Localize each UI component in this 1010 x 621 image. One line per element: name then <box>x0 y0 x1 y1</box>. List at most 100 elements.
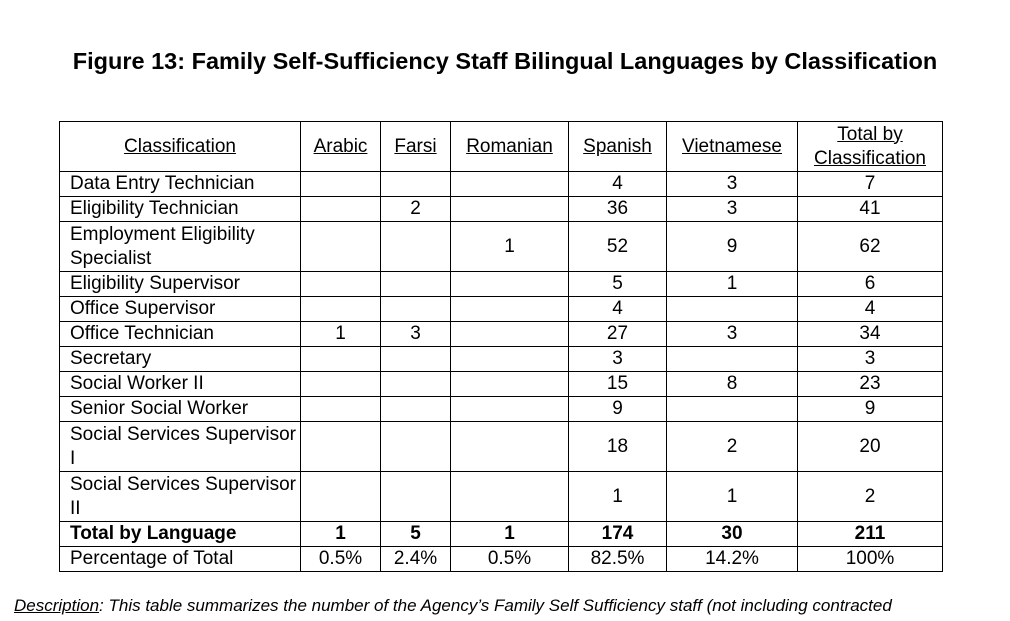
value-cell: 1 <box>666 471 798 522</box>
value-cell: 7 <box>797 171 943 197</box>
value-cell: 9 <box>666 221 798 272</box>
value-cell <box>300 196 381 222</box>
row-label-cell: Senior Social Worker <box>59 396 301 422</box>
header-arabic: Arabic <box>300 121 381 172</box>
header-total-by-classification: Total by Classification <box>797 121 943 172</box>
value-cell <box>450 321 569 347</box>
row-label-cell: Percentage of Total <box>59 546 301 572</box>
value-cell: 4 <box>797 296 943 322</box>
row-label-cell: Employment Eligibility Specialist <box>59 221 301 272</box>
value-cell <box>380 421 451 472</box>
table-row: Eligibility Supervisor 5 1 6 <box>59 271 943 297</box>
value-cell: 100% <box>797 546 943 572</box>
value-cell: 3 <box>380 321 451 347</box>
value-cell <box>300 171 381 197</box>
table-row: Employment Eligibility Specialist 1 52 9 62 <box>59 221 943 272</box>
value-cell: 2 <box>797 471 943 522</box>
table-row: Office Supervisor 4 4 <box>59 296 943 322</box>
value-cell: 62 <box>797 221 943 272</box>
header-farsi: Farsi <box>380 121 451 172</box>
table-row: Data Entry Technician 4 3 7 <box>59 171 943 197</box>
table-row: Social Services Supervisor II 1 1 2 <box>59 471 943 522</box>
row-label-cell: Office Supervisor <box>59 296 301 322</box>
header-classification: Classification <box>59 121 301 172</box>
table-row: Office Technician 1 3 27 3 34 <box>59 321 943 347</box>
value-cell: 0.5% <box>300 546 381 572</box>
table-row: Senior Social Worker 9 9 <box>59 396 943 422</box>
header-spanish: Spanish <box>568 121 667 172</box>
value-cell: 15 <box>568 371 667 397</box>
value-cell: 4 <box>568 171 667 197</box>
value-cell <box>666 346 798 372</box>
value-cell: 30 <box>666 521 798 547</box>
description-label: Description <box>14 596 100 615</box>
header-row: Classification Arabic Farsi Romanian Spa… <box>59 121 943 172</box>
value-cell: 3 <box>797 346 943 372</box>
value-cell: 3 <box>666 171 798 197</box>
value-cell: 5 <box>568 271 667 297</box>
row-label-cell: Social Services Supervisor II <box>59 471 301 522</box>
value-cell <box>300 221 381 272</box>
description-text: : This table summarizes the number of th… <box>99 596 892 615</box>
value-cell <box>380 271 451 297</box>
value-cell <box>380 221 451 272</box>
percentage-of-total-row: Percentage of Total 0.5% 2.4% 0.5% 82.5% 14.2… <box>59 546 943 572</box>
table-row: Secretary 3 3 <box>59 346 943 372</box>
value-cell <box>300 371 381 397</box>
row-label-cell: Eligibility Supervisor <box>59 271 301 297</box>
total-by-language-row: Total by Language 1 5 1 174 30 211 <box>59 521 943 547</box>
value-cell <box>300 296 381 322</box>
value-cell <box>450 171 569 197</box>
value-cell: 36 <box>568 196 667 222</box>
value-cell: 0.5% <box>450 546 569 572</box>
value-cell <box>380 346 451 372</box>
value-cell: 41 <box>797 196 943 222</box>
value-cell <box>300 471 381 522</box>
value-cell: 1 <box>568 471 667 522</box>
value-cell <box>380 471 451 522</box>
value-cell <box>450 346 569 372</box>
value-cell: 4 <box>568 296 667 322</box>
value-cell: 34 <box>797 321 943 347</box>
value-cell <box>666 296 798 322</box>
value-cell <box>450 396 569 422</box>
value-cell: 2 <box>666 421 798 472</box>
value-cell <box>300 396 381 422</box>
value-cell <box>450 271 569 297</box>
value-cell: 1 <box>666 271 798 297</box>
value-cell <box>380 171 451 197</box>
value-cell: 1 <box>300 321 381 347</box>
value-cell <box>380 371 451 397</box>
value-cell <box>450 371 569 397</box>
value-cell: 1 <box>300 521 381 547</box>
value-cell: 8 <box>666 371 798 397</box>
value-cell <box>450 196 569 222</box>
table-row: Eligibility Technician 2 36 3 41 <box>59 196 943 222</box>
row-label-cell: Office Technician <box>59 321 301 347</box>
value-cell: 9 <box>797 396 943 422</box>
row-label-cell: Social Services Supervisor I <box>59 421 301 472</box>
value-cell: 3 <box>666 196 798 222</box>
value-cell <box>300 346 381 372</box>
row-label-cell: Eligibility Technician <box>59 196 301 222</box>
table-description: Description: This table summarizes the n… <box>14 596 1004 616</box>
value-cell <box>450 421 569 472</box>
value-cell: 23 <box>797 371 943 397</box>
value-cell: 20 <box>797 421 943 472</box>
value-cell: 27 <box>568 321 667 347</box>
value-cell: 3 <box>568 346 667 372</box>
value-cell: 3 <box>666 321 798 347</box>
value-cell: 18 <box>568 421 667 472</box>
value-cell: 52 <box>568 221 667 272</box>
value-cell <box>380 296 451 322</box>
table-row: Social Worker II 15 8 23 <box>59 371 943 397</box>
header-romanian: Romanian <box>450 121 569 172</box>
value-cell <box>300 271 381 297</box>
value-cell <box>300 421 381 472</box>
value-cell <box>450 471 569 522</box>
value-cell: 2.4% <box>380 546 451 572</box>
value-cell: 2 <box>380 196 451 222</box>
row-label-cell: Secretary <box>59 346 301 372</box>
value-cell: 1 <box>450 221 569 272</box>
value-cell: 6 <box>797 271 943 297</box>
